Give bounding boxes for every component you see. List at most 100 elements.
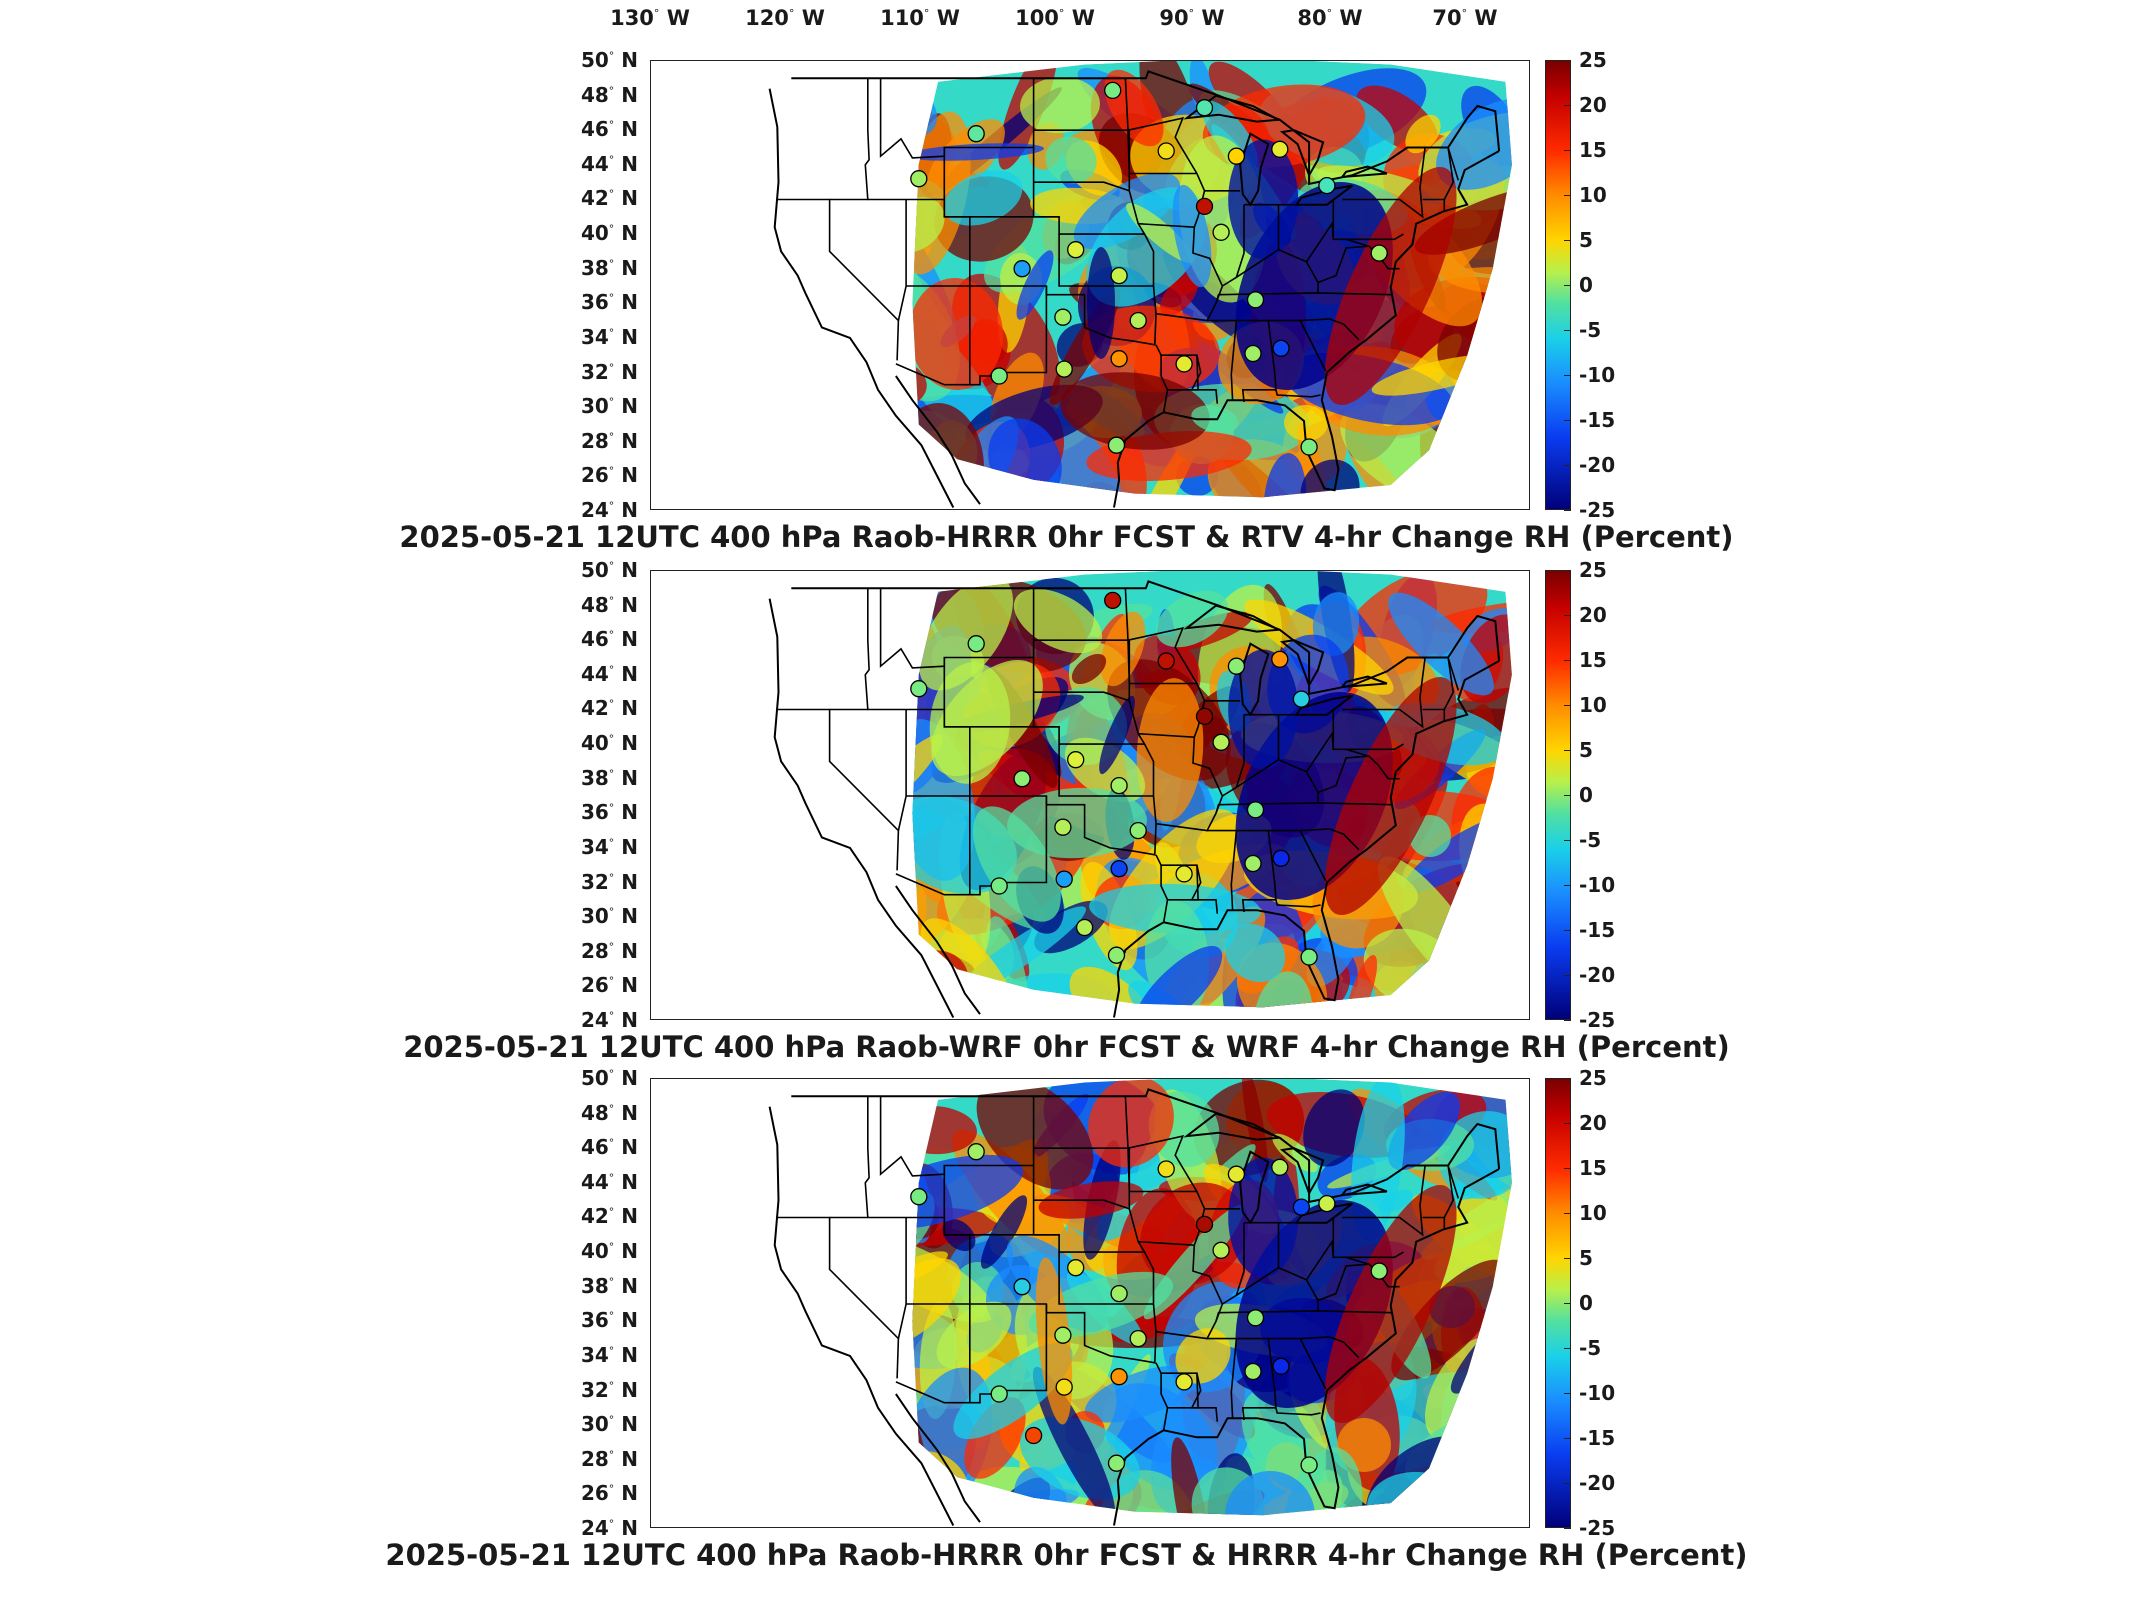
colorbar-tick-label: 15 [1579, 138, 1607, 162]
raob-station-marker [1246, 1309, 1265, 1327]
latitude-degree: 44 [580, 151, 609, 176]
longitude-direction: W [1332, 6, 1363, 30]
map-panel [650, 1078, 1530, 1528]
latitude-direction: N [614, 255, 638, 280]
longitude-direction: W [1467, 6, 1498, 30]
latitude-degree: 26 [580, 463, 609, 488]
raob-station-marker [1300, 1456, 1318, 1474]
latitude-degree: 28 [580, 1446, 609, 1471]
raob-station-marker [990, 877, 1008, 895]
longitude-direction: W [659, 6, 690, 30]
latitude-label: 36° N [580, 800, 638, 825]
panel-title: 2025-05-21 12UTC 400 hPa Raob-HRRR 0hr F… [399, 520, 1734, 554]
latitude-direction: N [614, 731, 638, 756]
rh-change-map [768, 571, 1512, 1018]
raob-station-marker [1271, 140, 1289, 158]
latitude-degree: 34 [580, 834, 609, 859]
colorbar-tick-mark [1564, 615, 1571, 616]
colorbar-tick-mark [1564, 375, 1571, 376]
latitude-direction: N [614, 1066, 638, 1090]
latitude-label: 44° N [580, 661, 638, 686]
latitude-direction: N [614, 394, 638, 419]
colorbar-tick-label: -20 [1579, 453, 1616, 477]
colorbar-tick-label: 20 [1579, 603, 1607, 627]
colorbar-tick-mark [1564, 1393, 1571, 1394]
colorbar-tick-label: 5 [1579, 738, 1593, 762]
raob-station-marker [967, 635, 985, 653]
latitude-degree: 26 [580, 973, 609, 998]
latitude-label: 28° N [580, 938, 638, 963]
colorbar-tick-label: 10 [1579, 693, 1607, 717]
colorbar-tick-label: -15 [1579, 1426, 1616, 1450]
latitude-degree: 32 [580, 869, 609, 894]
latitude-degree: 46 [580, 1135, 609, 1160]
colorbar-tick-label: -25 [1579, 1008, 1616, 1032]
latitude-direction: N [614, 117, 638, 142]
colorbar-tick-mark [1564, 1258, 1571, 1259]
latitude-direction: N [614, 1377, 638, 1402]
latitude-degree: 44 [580, 661, 609, 686]
colorbar-tick-mark [1564, 510, 1571, 511]
longitude-label: 100° W [1015, 6, 1095, 30]
raob-station-marker [1244, 344, 1262, 363]
longitude-label: 80° W [1297, 6, 1363, 30]
raob-station-marker [1272, 849, 1290, 867]
latitude-degree: 42 [580, 186, 609, 211]
raob-station-marker [1300, 438, 1318, 456]
colorbar-tick-label: 0 [1579, 1291, 1593, 1315]
latitude-label: 32° N [580, 1377, 638, 1402]
panel-title: 2025-05-21 12UTC 400 hPa Raob-WRF 0hr FC… [403, 1030, 1730, 1064]
colorbar-tick-label: -20 [1579, 1471, 1616, 1495]
latitude-degree: 24 [580, 1008, 609, 1032]
latitude-label: 48° N [580, 1100, 638, 1125]
latitude-direction: N [614, 661, 638, 686]
latitude-label: 26° N [580, 463, 638, 488]
colorbar-tick-mark [1564, 1303, 1571, 1304]
raob-station-marker [967, 125, 985, 143]
raob-station-marker [967, 1143, 985, 1161]
raob-station-marker [1175, 865, 1193, 883]
latitude-label: 24° N [580, 1008, 638, 1032]
latitude-degree: 50 [580, 48, 609, 72]
latitude-direction: N [614, 627, 638, 652]
colorbar-tick-mark [1564, 1438, 1571, 1439]
latitude-label: 26° N [580, 1481, 638, 1506]
latitude-label: 38° N [580, 1273, 638, 1298]
latitude-label: 34° N [580, 1342, 638, 1367]
latitude-degree: 38 [580, 1273, 609, 1298]
latitude-degree: 40 [580, 221, 609, 246]
colorbar-tick-mark [1564, 285, 1571, 286]
colorbar-tick-mark [1564, 1348, 1571, 1349]
latitude-label: 42° N [580, 696, 638, 721]
latitude-degree: 50 [580, 558, 609, 582]
raob-station-marker [1054, 308, 1072, 326]
raob-station-marker [1024, 1426, 1043, 1445]
colorbar-tick-mark [1564, 930, 1571, 931]
colorbar-tick-label: -5 [1579, 1336, 1602, 1360]
raob-station-marker [1292, 1198, 1311, 1216]
latitude-direction: N [614, 1239, 638, 1264]
colorbar-tick-mark [1564, 1078, 1571, 1079]
latitude-degree: 48 [580, 1100, 609, 1125]
latitude-label: 34° N [580, 324, 638, 349]
latitude-label: 32° N [580, 869, 638, 894]
colorbar-tick-label: -10 [1579, 363, 1616, 387]
latitude-label: 46° N [580, 1135, 638, 1160]
colorbar-tick-label: -10 [1579, 1381, 1616, 1405]
raob-station-marker [1129, 311, 1147, 330]
colorbar-tick-label: 0 [1579, 273, 1593, 297]
rh-change-map [768, 61, 1512, 508]
raob-station-marker [1055, 1378, 1073, 1396]
latitude-label: 34° N [580, 834, 638, 859]
latitude-degree: 28 [580, 938, 609, 963]
latitude-label: 24° N [580, 1516, 638, 1540]
longitude-label: 130° W [610, 6, 690, 30]
colorbar-tick-label: -20 [1579, 963, 1616, 987]
raob-station-marker [1129, 1329, 1147, 1348]
raob-station-marker [1195, 707, 1214, 726]
longitude-degree: 100 [1015, 6, 1059, 30]
raob-station-marker [1244, 854, 1262, 873]
latitude-direction: N [614, 1204, 638, 1229]
latitude-degree: 34 [580, 1342, 609, 1367]
latitude-direction: N [614, 938, 638, 963]
